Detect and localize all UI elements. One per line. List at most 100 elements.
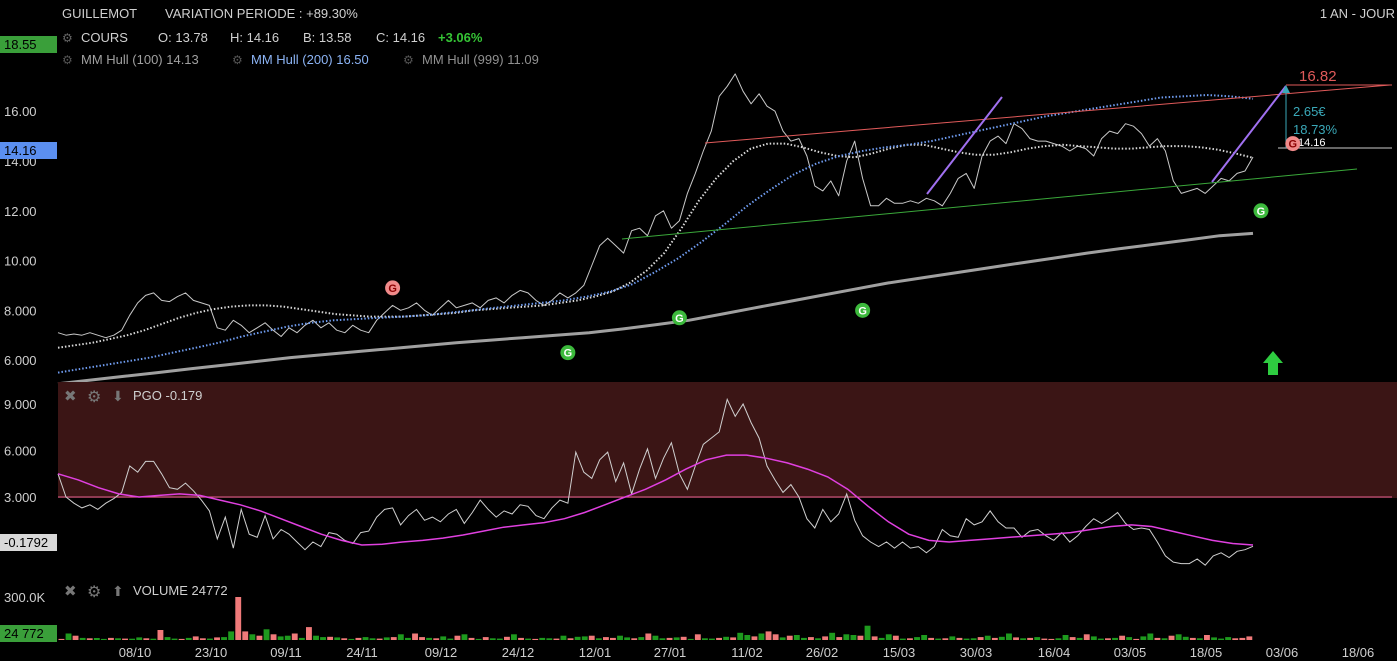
signal-label: G <box>388 283 397 295</box>
volume-bar <box>935 638 942 640</box>
volume-bar <box>207 638 213 640</box>
gear-icon[interactable]: ⚙ <box>87 584 101 601</box>
price-y-tick: 8.000 <box>4 303 37 318</box>
volume-y-tick: 300.0K <box>4 590 46 605</box>
signal-buy-marker <box>671 310 687 326</box>
support-line[interactable] <box>621 168 1358 240</box>
gear-icon[interactable]: ⚙ <box>232 53 243 67</box>
volume-bar <box>164 637 171 640</box>
volume-bar <box>327 636 334 640</box>
volume-bar <box>1182 636 1189 640</box>
volume-bar <box>468 637 475 640</box>
volume-bar <box>108 637 114 640</box>
volume-bar <box>977 637 984 640</box>
volume-bar <box>928 637 935 640</box>
legend-change: +3.06% <box>438 30 483 45</box>
volume-bar <box>892 635 899 640</box>
signal-label: G <box>1257 206 1266 218</box>
volume-bar <box>235 597 242 640</box>
purple-trend-line-2[interactable] <box>1211 85 1287 183</box>
volume-bar <box>475 638 482 640</box>
ticker-title: GUILLEMOT <box>62 6 137 21</box>
pgo-plot <box>57 397 1254 566</box>
volume-bar <box>539 637 546 640</box>
volume-bar <box>532 638 539 640</box>
period-selector[interactable]: 1 AN - JOUR <box>1320 6 1395 21</box>
price-y-tick: 12.00 <box>4 204 37 219</box>
x-tick-label: 03/06 <box>1266 645 1299 660</box>
volume-bar <box>93 638 100 640</box>
volume-bar <box>228 631 235 640</box>
x-tick-label: 16/04 <box>1038 645 1071 660</box>
volume-bar <box>270 634 277 640</box>
signal-sell-marker <box>385 280 401 296</box>
legend-close: C: 14.16 <box>376 30 425 45</box>
x-tick-label: 12/01 <box>579 645 612 660</box>
x-tick-label: 08/10 <box>119 645 152 660</box>
volume-bar <box>574 636 581 640</box>
gear-icon[interactable]: ⚙ <box>87 389 101 406</box>
volume-bar <box>143 638 150 640</box>
volume-bar <box>751 636 758 640</box>
close-icon[interactable]: ✖ <box>64 388 77 405</box>
volume-bar <box>136 637 143 640</box>
volume-bar <box>942 638 949 640</box>
volume-bar <box>1225 637 1232 640</box>
arrow-up-small-icon[interactable]: ⬆ <box>112 583 124 599</box>
volume-bar <box>419 637 425 640</box>
volume-bar <box>334 637 341 640</box>
volume-bar <box>313 635 319 640</box>
x-tick-label: 24/12 <box>502 645 535 660</box>
gear-icon[interactable]: ⚙ <box>62 53 73 67</box>
volume-bar <box>1161 638 1168 640</box>
signal-markers: GGGGGGG <box>385 136 1301 361</box>
volume-bar <box>489 638 496 640</box>
volume-bar <box>680 636 687 640</box>
x-tick-label: 09/12 <box>425 645 458 660</box>
volume-bar <box>79 637 86 640</box>
x-tick-label: 26/02 <box>806 645 839 660</box>
volume-bar <box>1055 638 1062 640</box>
volume-bar <box>899 638 906 640</box>
volume-bar <box>1196 638 1203 640</box>
volume-bar <box>376 638 383 640</box>
volume-bar <box>1112 637 1118 640</box>
volume-bar <box>737 632 744 640</box>
resistance-line[interactable] <box>704 84 1391 144</box>
volume-bar <box>122 638 128 640</box>
volume-bar <box>482 637 489 640</box>
volume-bar <box>673 637 680 640</box>
volume-bar <box>525 638 532 640</box>
volume-bar <box>383 637 390 640</box>
volume-bar <box>645 633 652 640</box>
volume-bar <box>808 637 814 640</box>
arrow-up-icon <box>1263 351 1283 375</box>
volume-bar <box>1133 638 1140 640</box>
volume-bar <box>1204 635 1210 640</box>
volume-bar <box>857 635 864 640</box>
x-tick-label: 11/02 <box>731 645 763 660</box>
volume-bar <box>405 637 411 640</box>
close-icon[interactable]: ✖ <box>64 583 77 600</box>
arrow-down-icon[interactable]: ⬇ <box>112 388 124 404</box>
volume-bar <box>716 637 722 640</box>
volume-bar <box>744 635 751 640</box>
volume-bar <box>779 637 786 640</box>
volume-bar <box>610 637 616 640</box>
signal-sell-marker <box>1285 136 1301 152</box>
signal-label: G <box>564 348 573 360</box>
volume-bar <box>192 636 199 640</box>
volume-bar <box>864 625 871 640</box>
purple-trend-line-1[interactable] <box>926 96 1003 195</box>
pgo-line <box>57 397 1254 566</box>
gear-icon[interactable]: ⚙ <box>62 31 73 45</box>
x-tick-label: 18/05 <box>1190 645 1223 660</box>
volume-bar <box>850 635 857 640</box>
pgo-title: PGO -0.179 <box>133 388 202 403</box>
volume-bar <box>1211 637 1217 640</box>
gear-icon[interactable]: ⚙ <box>403 53 414 67</box>
volume-bars <box>58 597 1253 641</box>
volume-bar <box>772 634 779 640</box>
signal-buy-marker <box>560 345 576 361</box>
signal-label: G <box>858 305 867 317</box>
